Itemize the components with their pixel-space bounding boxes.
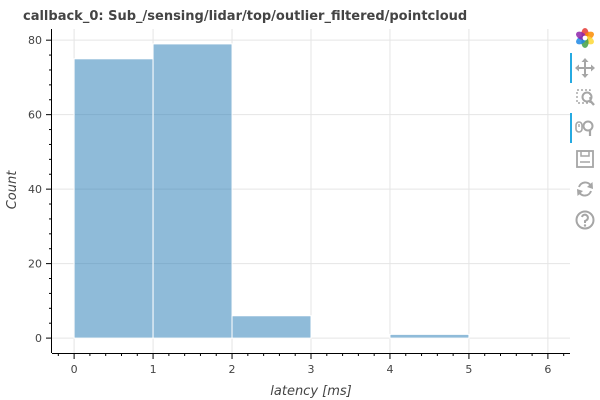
y-tick-label: 80 <box>28 34 42 47</box>
y-tick-label: 60 <box>28 109 42 122</box>
x-tick-label: 6 <box>544 363 551 376</box>
box-zoom-icon[interactable] <box>572 85 598 111</box>
x-tick-label: 5 <box>465 363 472 376</box>
save-icon[interactable] <box>572 146 598 172</box>
x-tick-label: 2 <box>229 363 236 376</box>
histogram-bar <box>231 315 312 339</box>
help-icon[interactable] <box>572 207 598 233</box>
x-tick-label: 3 <box>308 363 315 376</box>
pan-icon[interactable] <box>572 55 598 81</box>
x-tick-label: 1 <box>150 363 157 376</box>
y-tick-label: 40 <box>28 183 42 196</box>
active-tool-indicator <box>570 53 572 83</box>
y-tick-label: 0 <box>35 332 42 345</box>
active-tool-indicator <box>570 113 572 143</box>
histogram-bar <box>73 58 154 339</box>
histogram-bar <box>152 43 233 339</box>
bokeh-logo-icon[interactable] <box>572 25 598 51</box>
toolbar <box>570 25 598 233</box>
chart-title: callback_0: Sub_/sensing/lidar/top/outli… <box>23 9 467 24</box>
x-tick-label: 4 <box>386 363 393 376</box>
wheel-zoom-icon[interactable] <box>572 115 598 141</box>
histogram-bar <box>389 333 470 339</box>
y-tick-label: 20 <box>28 258 42 271</box>
x-axis-label: latency [ms] <box>270 384 351 399</box>
x-tick-label: 0 <box>71 363 78 376</box>
reset-icon[interactable] <box>572 176 598 202</box>
y-axis-label: Count <box>5 170 20 210</box>
bars <box>73 43 470 339</box>
